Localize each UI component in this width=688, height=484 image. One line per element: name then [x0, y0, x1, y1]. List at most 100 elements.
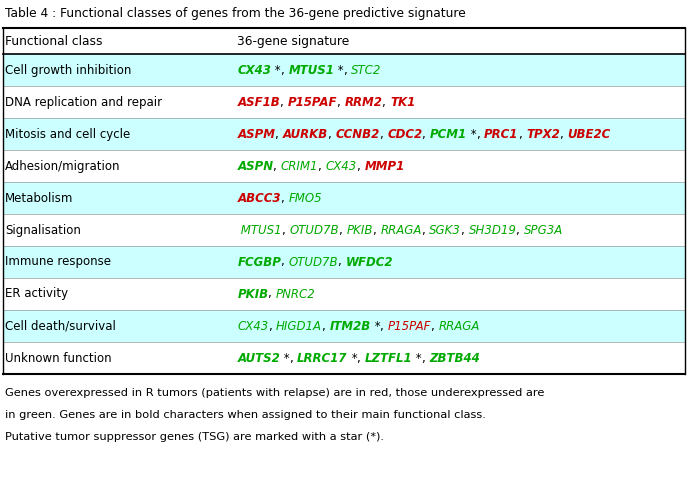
Text: ,: , [274, 160, 281, 172]
Text: DNA replication and repair: DNA replication and repair [5, 95, 162, 108]
Text: ,: , [268, 319, 276, 333]
Text: AUTS2: AUTS2 [237, 351, 280, 364]
Text: CCNB2: CCNB2 [336, 127, 380, 140]
Text: AURKB: AURKB [283, 127, 328, 140]
Text: UBE2C: UBE2C [568, 127, 611, 140]
Text: ,: , [519, 127, 526, 140]
Text: ,: , [290, 351, 297, 364]
Text: RRAGA: RRAGA [380, 224, 422, 237]
Text: HIGD1A: HIGD1A [276, 319, 322, 333]
Text: 36-gene signature: 36-gene signature [237, 34, 350, 47]
Text: ,: , [280, 95, 288, 108]
Text: OTUD7B: OTUD7B [289, 256, 338, 269]
Text: Adhesion/migration: Adhesion/migration [5, 160, 120, 172]
Text: ,: , [422, 351, 429, 364]
Text: *: * [334, 63, 344, 76]
Text: SH3D19: SH3D19 [469, 224, 517, 237]
Text: OTUD7B: OTUD7B [290, 224, 339, 237]
Text: ,: , [357, 160, 365, 172]
Bar [3, 54, 685, 86]
Text: ER activity: ER activity [5, 287, 68, 301]
Text: in green. Genes are in bold characters when assigned to their main functional cl: in green. Genes are in bold characters w… [5, 410, 486, 421]
Text: LZTFL1: LZTFL1 [365, 351, 412, 364]
Text: *: * [467, 127, 477, 140]
Text: ASPN: ASPN [237, 160, 274, 172]
Text: TK1: TK1 [390, 95, 416, 108]
Text: ,: , [431, 319, 439, 333]
Text: Cell death/survival: Cell death/survival [5, 319, 116, 333]
Text: SPG3A: SPG3A [524, 224, 563, 237]
Text: STC2: STC2 [352, 63, 382, 76]
Text: ,: , [268, 287, 276, 301]
Text: *: * [412, 351, 422, 364]
Text: *: * [371, 319, 380, 333]
Text: PRC1: PRC1 [484, 127, 519, 140]
Text: PKIB: PKIB [237, 287, 268, 301]
Text: Genes overexpressed in R tumors (patients with relapse) are in red, those undere: Genes overexpressed in R tumors (patient… [5, 388, 544, 398]
Text: ASF1B: ASF1B [237, 95, 280, 108]
Text: PNRC2: PNRC2 [276, 287, 316, 301]
Bar [3, 246, 685, 278]
Text: ITM2B: ITM2B [330, 319, 371, 333]
Text: Unknown function: Unknown function [5, 351, 111, 364]
Text: P15PAF: P15PAF [288, 95, 337, 108]
Text: ,: , [380, 319, 388, 333]
Text: ,: , [517, 224, 524, 237]
Text: ,: , [422, 127, 430, 140]
Bar [3, 310, 685, 342]
Text: Functional class: Functional class [5, 34, 103, 47]
Text: MTUS1: MTUS1 [237, 224, 282, 237]
Text: CX43: CX43 [326, 160, 357, 172]
Text: RRM2: RRM2 [345, 95, 383, 108]
Text: Immune response: Immune response [5, 256, 111, 269]
Bar [3, 118, 685, 150]
Text: CRIM1: CRIM1 [281, 160, 319, 172]
Text: CDC2: CDC2 [387, 127, 422, 140]
Text: ,: , [338, 256, 346, 269]
Text: ,: , [477, 127, 484, 140]
Text: FMO5: FMO5 [288, 192, 322, 205]
Text: ,: , [281, 192, 288, 205]
Text: MMP1: MMP1 [365, 160, 405, 172]
Text: ,: , [383, 95, 390, 108]
Text: PCM1: PCM1 [430, 127, 467, 140]
Text: ,: , [337, 95, 345, 108]
Text: Cell growth inhibition: Cell growth inhibition [5, 63, 131, 76]
Text: MTUS1: MTUS1 [288, 63, 334, 76]
Text: ZBTB44: ZBTB44 [429, 351, 480, 364]
Text: ASPM: ASPM [237, 127, 275, 140]
Text: Table 4 : Functional classes of genes from the 36-gene predictive signature: Table 4 : Functional classes of genes fr… [5, 7, 466, 20]
Text: ,: , [373, 224, 380, 237]
Text: FCGBP: FCGBP [237, 256, 281, 269]
Text: ,: , [461, 224, 469, 237]
Text: CX43: CX43 [237, 63, 271, 76]
Text: ,: , [281, 256, 289, 269]
Text: LRRC17: LRRC17 [297, 351, 347, 364]
Text: ABCC3: ABCC3 [237, 192, 281, 205]
Text: Mitosis and cell cycle: Mitosis and cell cycle [5, 127, 130, 140]
Text: ,: , [344, 63, 352, 76]
Text: *: * [347, 351, 357, 364]
Text: CX43: CX43 [237, 319, 268, 333]
Text: ,: , [560, 127, 568, 140]
Text: *: * [271, 63, 281, 76]
Text: ,: , [322, 319, 330, 333]
Text: ,: , [357, 351, 365, 364]
Text: *: * [280, 351, 290, 364]
Text: SGK3: SGK3 [429, 224, 461, 237]
Text: P15PAF: P15PAF [388, 319, 431, 333]
Text: ,: , [275, 127, 283, 140]
Bar [3, 182, 685, 214]
Text: ,: , [422, 224, 429, 237]
Text: ,: , [281, 63, 288, 76]
Text: ,: , [339, 224, 347, 237]
Text: TPX2: TPX2 [526, 127, 560, 140]
Text: ,: , [319, 160, 326, 172]
Text: Metabolism: Metabolism [5, 192, 74, 205]
Text: PKIB: PKIB [347, 224, 373, 237]
Text: ,: , [328, 127, 336, 140]
Text: ,: , [282, 224, 290, 237]
Text: Signalisation: Signalisation [5, 224, 81, 237]
Text: Putative tumor suppressor genes (TSG) are marked with a star (*).: Putative tumor suppressor genes (TSG) ar… [5, 432, 384, 442]
Text: ,: , [380, 127, 387, 140]
